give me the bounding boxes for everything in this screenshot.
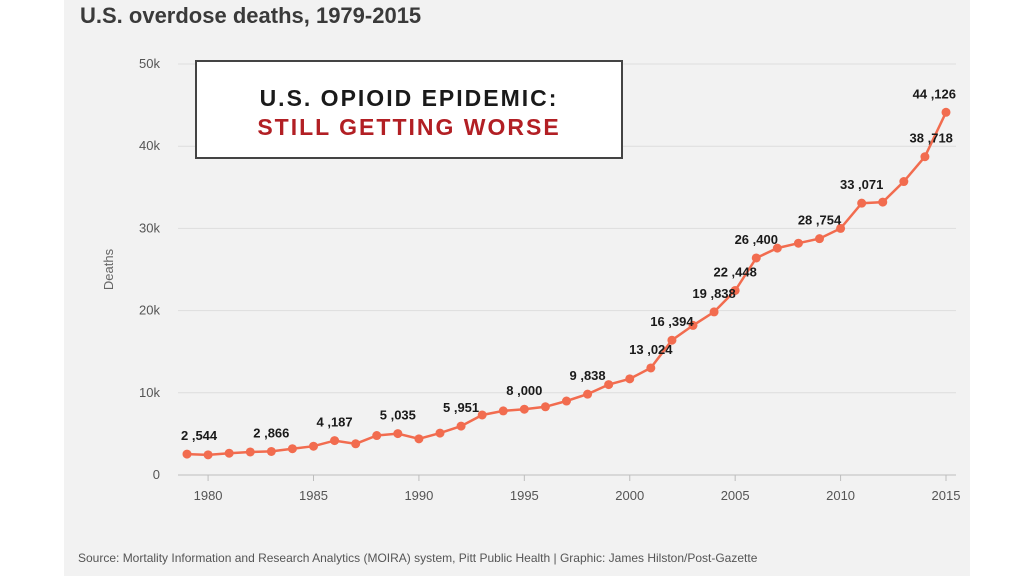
headline-banner: U.S. OPIOID EPIDEMIC: STILL GETTING WORS… bbox=[195, 60, 623, 159]
chart-title: U.S. overdose deaths, 1979-2015 bbox=[80, 3, 422, 28]
data-label: 22 ,448 bbox=[713, 264, 756, 279]
data-point bbox=[519, 404, 529, 414]
data-label: 4 ,187 bbox=[317, 415, 353, 430]
data-point bbox=[857, 198, 867, 208]
data-label: 5 ,035 bbox=[380, 408, 416, 423]
data-point bbox=[583, 389, 593, 399]
data-point bbox=[287, 444, 297, 454]
data-label: 38 ,718 bbox=[910, 131, 953, 146]
data-label: 2 ,544 bbox=[181, 428, 218, 443]
data-point bbox=[393, 429, 403, 439]
data-point bbox=[435, 428, 445, 438]
data-point bbox=[667, 335, 677, 345]
source-note: Source: Mortality Information and Resear… bbox=[78, 551, 758, 565]
data-point bbox=[266, 446, 276, 456]
data-point bbox=[330, 436, 340, 446]
data-point bbox=[751, 253, 761, 263]
data-label: 44 ,126 bbox=[913, 86, 956, 101]
data-labels: 2 ,544 2 ,866 4 ,187 5 ,035 5 ,951 8 ,000 9 ,8… bbox=[181, 86, 956, 443]
data-point bbox=[498, 406, 508, 416]
data-point bbox=[878, 197, 888, 207]
data-label: 26 ,400 bbox=[735, 232, 778, 247]
data-points bbox=[182, 107, 951, 460]
data-label: 13 ,024 bbox=[629, 342, 673, 357]
data-point bbox=[730, 285, 740, 295]
data-label: 19 ,838 bbox=[692, 286, 735, 301]
data-point bbox=[309, 441, 318, 451]
x-tick-label: 2010 bbox=[826, 488, 855, 503]
data-point bbox=[604, 380, 614, 390]
data-label: 5 ,951 bbox=[443, 400, 479, 415]
y-tick-label: 10k bbox=[139, 385, 160, 400]
data-point bbox=[224, 448, 234, 458]
data-point bbox=[815, 234, 824, 244]
data-point bbox=[414, 434, 424, 444]
data-point bbox=[920, 152, 930, 162]
data-point bbox=[899, 177, 909, 187]
banner-line-1: U.S. OPIOID EPIDEMIC: bbox=[259, 85, 559, 111]
data-point bbox=[540, 402, 550, 412]
banner-line-2: STILL GETTING WORSE bbox=[257, 114, 561, 140]
data-label: 16 ,394 bbox=[650, 314, 694, 329]
data-label: 2 ,866 bbox=[253, 425, 289, 440]
y-tick-label: 20k bbox=[139, 303, 160, 318]
y-tick-label: 40k bbox=[139, 138, 160, 153]
data-point bbox=[182, 449, 192, 459]
data-label: 9 ,838 bbox=[570, 368, 606, 383]
x-tick-label: 2000 bbox=[615, 488, 644, 503]
y-tick-label: 30k bbox=[139, 220, 160, 235]
y-axis-label: Deaths bbox=[101, 248, 116, 290]
data-point bbox=[709, 307, 719, 317]
x-tick-label: 1995 bbox=[510, 488, 539, 503]
y-tick-label: 50k bbox=[139, 56, 160, 71]
data-point bbox=[203, 450, 213, 460]
data-point bbox=[456, 421, 466, 431]
data-point bbox=[625, 374, 635, 384]
data-point bbox=[477, 410, 487, 420]
data-point bbox=[941, 107, 951, 117]
data-label: 28 ,754 bbox=[798, 213, 842, 228]
data-point bbox=[351, 439, 361, 449]
data-label: 8 ,000 bbox=[506, 383, 542, 398]
data-point bbox=[245, 447, 255, 457]
data-point bbox=[372, 431, 382, 441]
x-tick-label: 2015 bbox=[932, 488, 961, 503]
data-point bbox=[836, 223, 846, 233]
x-tick-label: 1980 bbox=[194, 488, 223, 503]
data-point bbox=[772, 243, 782, 253]
axes: 0 10k 20k 30k 40k 50k 1980 1985 1990 1995 2000 2005… bbox=[139, 56, 960, 503]
data-point bbox=[793, 238, 803, 248]
data-point bbox=[646, 363, 656, 373]
y-tick-label: 0 bbox=[153, 467, 160, 482]
data-point bbox=[562, 396, 571, 406]
data-label: 33 ,071 bbox=[840, 177, 883, 192]
x-tick-label: 1985 bbox=[299, 488, 328, 503]
x-tick-label: 1990 bbox=[404, 488, 433, 503]
x-tick-label: 2005 bbox=[721, 488, 750, 503]
data-point bbox=[688, 320, 698, 330]
